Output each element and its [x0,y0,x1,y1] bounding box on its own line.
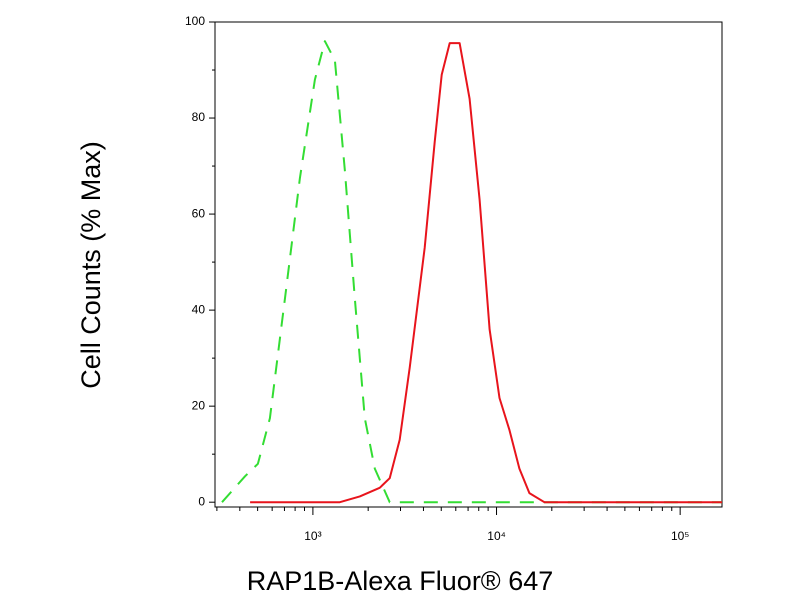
y-axis-label: Cell Counts (% Max) [76,141,106,389]
y-tick-label: 60 [192,206,206,220]
y-tick-label: 40 [192,302,206,316]
x-tick-label: 10⁴ [487,529,506,543]
x-tick-label: 10⁵ [671,529,689,543]
y-tick-label: 80 [192,110,206,124]
x-tick-label: 10³ [304,529,321,543]
series-line [250,42,722,504]
series-line [221,40,722,504]
y-tick-label: 0 [198,494,205,508]
y-tick-label: 100 [185,14,205,28]
y-tick-label: 20 [192,398,206,412]
x-axis-label: RAP1B-Alexa Fluor® 647 [247,566,554,596]
